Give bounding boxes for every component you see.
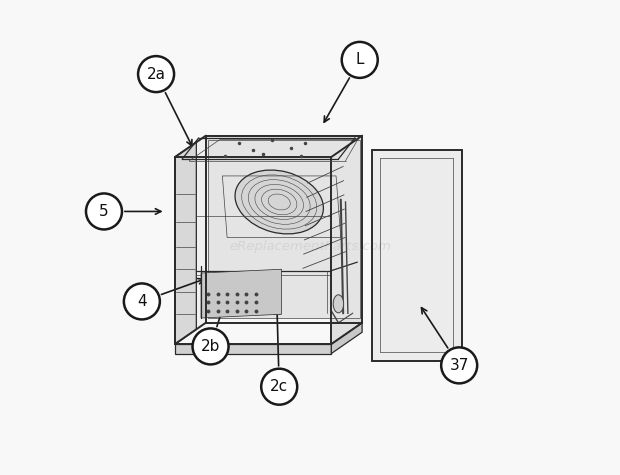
Circle shape	[441, 347, 477, 383]
Text: 37: 37	[450, 358, 469, 373]
Polygon shape	[201, 269, 281, 318]
Circle shape	[138, 56, 174, 92]
Polygon shape	[371, 150, 461, 361]
Text: 2c: 2c	[270, 379, 288, 394]
Circle shape	[124, 284, 160, 319]
Polygon shape	[208, 141, 360, 318]
Circle shape	[193, 328, 229, 364]
Text: L: L	[355, 52, 364, 67]
Polygon shape	[331, 323, 362, 353]
Polygon shape	[175, 344, 331, 353]
Circle shape	[342, 42, 378, 78]
Text: 4: 4	[137, 294, 147, 309]
Text: 2b: 2b	[201, 339, 220, 354]
Text: 5: 5	[99, 204, 108, 219]
Text: 2a: 2a	[146, 66, 166, 82]
Polygon shape	[175, 136, 206, 344]
Polygon shape	[331, 136, 362, 344]
Ellipse shape	[333, 295, 343, 313]
Text: eReplacementParts.com: eReplacementParts.com	[229, 240, 391, 254]
Circle shape	[261, 369, 297, 405]
Ellipse shape	[235, 170, 324, 234]
Polygon shape	[175, 142, 197, 344]
Circle shape	[86, 193, 122, 229]
Polygon shape	[175, 136, 362, 157]
